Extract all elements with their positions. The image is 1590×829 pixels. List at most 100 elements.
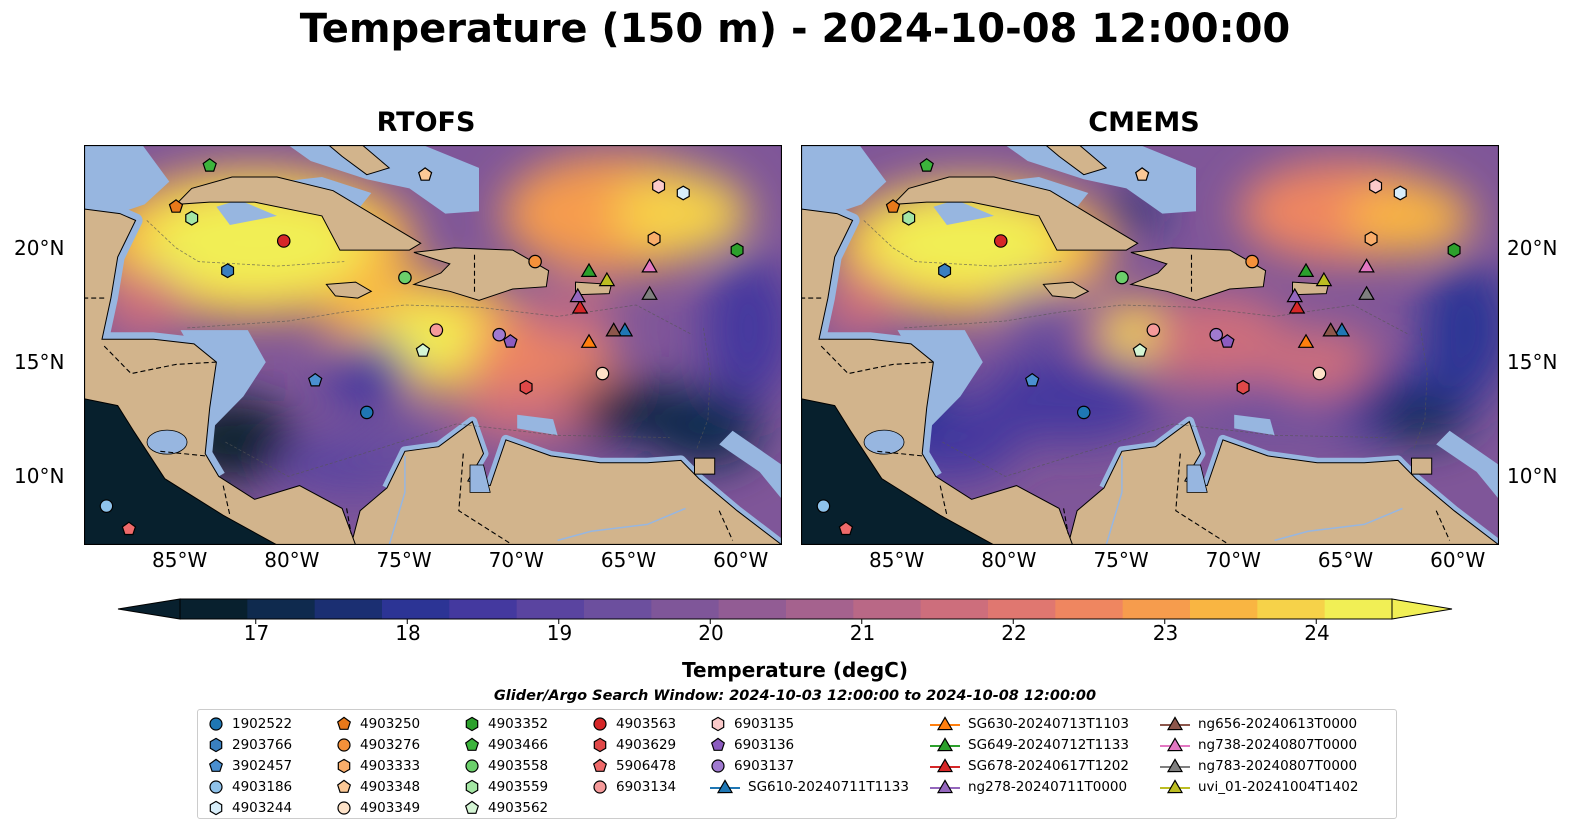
marker-uvi_01-20241004T1402[interactable] <box>1315 271 1333 287</box>
marker-4903276[interactable] <box>528 254 542 269</box>
marker-4903244[interactable] <box>676 185 690 201</box>
legend-swatch[interactable] <box>209 800 223 815</box>
marker-ng656-20240613T0000[interactable] <box>1322 322 1339 337</box>
marker-4903276[interactable] <box>1245 254 1259 269</box>
marker-4903333[interactable] <box>1364 231 1378 247</box>
legend-swatch[interactable] <box>592 758 608 772</box>
marker-1902522[interactable] <box>1076 405 1091 420</box>
map-panel-cmems[interactable] <box>801 145 1499 545</box>
legend-swatch[interactable] <box>593 737 607 753</box>
figure-title: Temperature (150 m) - 2024-10-08 12:00:0… <box>299 6 1291 52</box>
marker-SG630-20240713T1103[interactable] <box>580 333 598 348</box>
marker-4903562[interactable] <box>1132 343 1148 357</box>
marker-SG630-20240713T1103[interactable] <box>1297 333 1315 348</box>
legend-swatch[interactable] <box>936 737 954 752</box>
marker-6903137[interactable] <box>492 327 507 342</box>
marker-4903629[interactable] <box>1236 379 1250 395</box>
marker-4903558[interactable] <box>1115 270 1129 285</box>
marker-6903134[interactable] <box>429 323 444 337</box>
marker-4903333[interactable] <box>647 231 661 247</box>
marker-uvi_01-20241004T1402[interactable] <box>598 271 616 287</box>
marker-4903563[interactable] <box>276 234 291 248</box>
marker-SG678-20240617T1202[interactable] <box>571 299 589 314</box>
marker-2903766[interactable] <box>221 263 235 279</box>
marker-5906478[interactable] <box>121 521 137 536</box>
legend-swatch[interactable] <box>465 779 479 795</box>
legend-swatch[interactable] <box>1166 778 1184 793</box>
legend-swatch[interactable] <box>593 780 607 794</box>
legend-swatch[interactable] <box>1166 737 1184 752</box>
legend-swatch[interactable] <box>936 778 954 793</box>
legend-swatch[interactable] <box>208 758 224 772</box>
marker-ng783-20240807T0000[interactable] <box>641 285 658 300</box>
marker-SG610-20240711T1133[interactable] <box>616 322 634 337</box>
legend-swatch[interactable] <box>936 716 954 731</box>
marker-4903563[interactable] <box>993 234 1008 248</box>
marker-ng278-20240711T0000[interactable] <box>569 287 587 303</box>
legend-swatch[interactable] <box>936 758 954 773</box>
legend-column: 4903563 4903629 5906478 6903134 <box>592 714 676 797</box>
marker-4903186[interactable] <box>99 499 114 513</box>
marker-SG649-20240712T1133[interactable] <box>580 262 598 277</box>
marker-4903349[interactable] <box>1312 366 1327 381</box>
legend-swatch[interactable] <box>336 717 352 731</box>
marker-4903186[interactable] <box>816 499 831 513</box>
marker-4903562[interactable] <box>415 343 431 357</box>
legend-swatch[interactable] <box>209 737 223 753</box>
marker-2903766[interactable] <box>938 263 952 279</box>
legend-swatch[interactable] <box>1166 716 1184 731</box>
marker-1902522[interactable] <box>359 405 374 420</box>
legend-swatch[interactable] <box>710 737 726 752</box>
marker-4903348[interactable] <box>417 167 433 181</box>
marker-ng656-20240613T0000[interactable] <box>605 322 622 337</box>
legend-swatch[interactable] <box>337 758 351 774</box>
marker-4903349[interactable] <box>595 366 610 381</box>
marker-ng738-20240807T0000[interactable] <box>641 258 658 273</box>
marker-SG678-20240617T1202[interactable] <box>1288 299 1306 314</box>
legend-swatch[interactable] <box>711 759 725 773</box>
legend-swatch[interactable] <box>464 800 480 814</box>
legend-swatch[interactable] <box>711 717 725 732</box>
marker-ng783-20240807T0000[interactable] <box>1358 285 1375 300</box>
legend-swatch[interactable] <box>336 779 352 793</box>
marker-ng278-20240711T0000[interactable] <box>1286 287 1304 303</box>
marker-6903135[interactable] <box>1369 178 1383 194</box>
marker-4903352[interactable] <box>730 242 744 258</box>
marker-4903559[interactable] <box>902 210 916 226</box>
marker-6903136[interactable] <box>503 334 518 348</box>
marker-6903136[interactable] <box>1220 334 1235 348</box>
marker-4903466[interactable] <box>919 158 934 172</box>
legend-swatch[interactable] <box>464 737 480 752</box>
marker-4903244[interactable] <box>1393 185 1407 201</box>
legend-swatch[interactable] <box>465 717 479 732</box>
legend-swatch[interactable] <box>593 717 607 731</box>
legend-swatch[interactable] <box>209 717 223 731</box>
marker-5906478[interactable] <box>838 521 854 536</box>
marker-6903137[interactable] <box>1209 327 1224 342</box>
legend-item: uvi_01-20241004T1402 <box>1160 776 1358 797</box>
marker-3902457[interactable] <box>1024 372 1040 387</box>
legend-swatch[interactable] <box>337 800 351 815</box>
legend-swatch[interactable] <box>1166 758 1184 773</box>
marker-6903135[interactable] <box>652 178 666 194</box>
marker-4903466[interactable] <box>202 158 217 172</box>
marker-4903352[interactable] <box>1447 242 1461 258</box>
marker-SG610-20240711T1133[interactable] <box>1333 322 1351 337</box>
marker-4903250[interactable] <box>168 199 184 213</box>
marker-SG649-20240712T1133[interactable] <box>1297 262 1315 277</box>
marker-3902457[interactable] <box>307 372 323 387</box>
marker-ng738-20240807T0000[interactable] <box>1358 258 1375 273</box>
marker-6903134[interactable] <box>1146 323 1161 337</box>
map-panel-rtofs[interactable] <box>84 145 782 545</box>
legend-swatch[interactable] <box>209 780 223 794</box>
marker-4903250[interactable] <box>885 199 901 213</box>
marker-4903348[interactable] <box>1134 167 1150 181</box>
marker-4903559[interactable] <box>185 210 199 226</box>
marker-4903558[interactable] <box>398 270 412 285</box>
marker-4903629[interactable] <box>519 379 533 395</box>
legend-pentagon-icon <box>208 758 224 772</box>
legend-swatch[interactable] <box>465 759 479 773</box>
legend-swatch[interactable] <box>716 778 734 793</box>
legend-hexagon-icon <box>337 758 351 774</box>
legend-swatch[interactable] <box>337 738 351 752</box>
